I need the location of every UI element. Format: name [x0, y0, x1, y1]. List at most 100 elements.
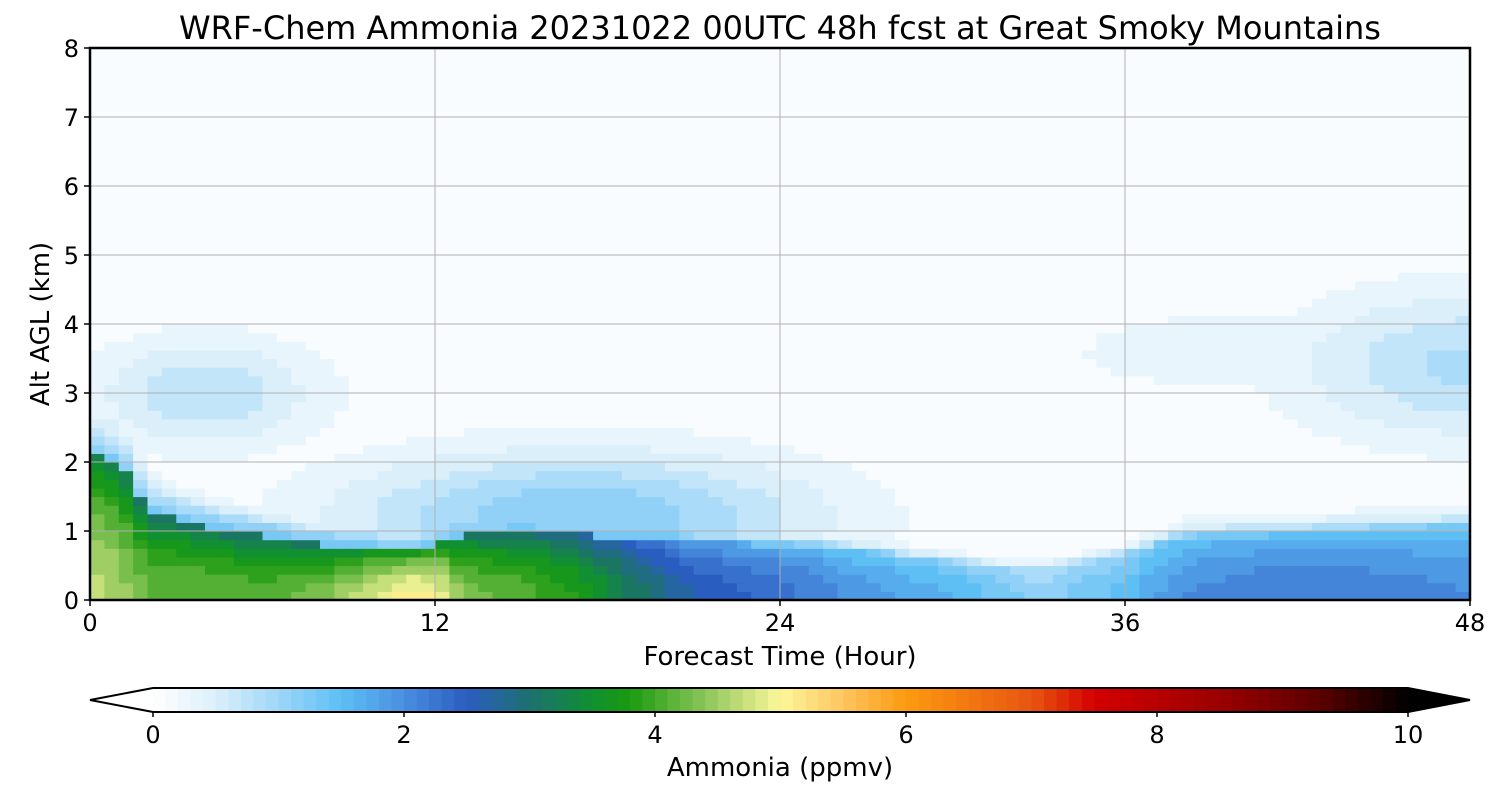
contour-cell [219, 539, 235, 549]
contour-cell [449, 306, 465, 316]
contour-cell [607, 82, 623, 92]
contour-cell [736, 393, 752, 403]
contour-cell [679, 367, 695, 377]
contour-cell [679, 332, 695, 342]
contour-cell [909, 82, 925, 92]
contour-cell [665, 487, 680, 498]
contour-cell [435, 384, 450, 394]
contour-cell [593, 177, 609, 187]
contour-cell [593, 505, 609, 515]
contour-cell [291, 539, 307, 549]
contour-cell [205, 401, 220, 411]
contour-cell [952, 574, 968, 584]
contour-cell [435, 341, 450, 351]
contour-cell [478, 306, 494, 316]
contour-cell [665, 99, 680, 109]
contour-cell [176, 142, 192, 153]
contour-cell [1038, 306, 1054, 316]
contour-cell [420, 470, 436, 480]
contour-cell [621, 203, 637, 213]
contour-cell [1110, 298, 1126, 308]
contour-cell [391, 539, 407, 549]
contour-cell [233, 505, 249, 515]
contour-cell [233, 289, 249, 299]
contour-cell [564, 298, 580, 308]
contour-cell [665, 401, 680, 411]
contour-cell [90, 531, 105, 541]
contour-cell [334, 229, 350, 239]
contour-cell [708, 255, 724, 265]
contour-cell [780, 574, 795, 584]
contour-cell [909, 194, 925, 204]
contour-cell [1168, 272, 1184, 282]
contour-cell [348, 315, 364, 325]
contour-cell [521, 574, 537, 584]
contour-cell [506, 280, 522, 291]
contour-cell [751, 513, 767, 523]
contour-cell [880, 220, 896, 230]
contour-cell [104, 186, 120, 196]
contour-cell [320, 289, 335, 299]
contour-cell [952, 531, 968, 541]
contour-cell [780, 315, 795, 325]
contour-cell [693, 211, 709, 222]
contour-cell [564, 56, 580, 66]
contour-cell [363, 56, 379, 66]
contour-cell [1139, 367, 1155, 377]
contour-cell [391, 418, 407, 429]
contour-cell [823, 444, 839, 454]
contour-cell [233, 142, 249, 153]
contour-cell [650, 470, 666, 480]
contour-cell [1168, 565, 1184, 575]
contour-cell [1010, 48, 1025, 58]
contour-cell [492, 177, 508, 187]
contour-cell [205, 168, 220, 178]
contour-cell [233, 436, 249, 446]
contour-cell [780, 418, 795, 429]
contour-cell [1139, 237, 1155, 247]
contour-cell [305, 272, 321, 282]
contour-cell [708, 462, 724, 472]
contour-cell [780, 479, 795, 489]
contour-cell [262, 203, 278, 213]
contour-cell [1024, 203, 1040, 213]
contour-cell [679, 263, 695, 273]
contour-cell [1153, 263, 1169, 273]
contour-cell [104, 539, 120, 549]
contour-cell [291, 73, 307, 84]
contour-cell [1110, 522, 1126, 532]
contour-cell [377, 194, 393, 204]
contour-cell [708, 203, 724, 213]
contour-cell [363, 82, 379, 92]
contour-cell [233, 462, 249, 472]
contour-cell [665, 556, 680, 567]
contour-cell [679, 108, 695, 118]
contour-cell [1067, 263, 1083, 273]
contour-cell [463, 151, 479, 161]
contour-cell [161, 479, 177, 489]
contour-cell [550, 444, 565, 454]
contour-cell [794, 556, 810, 567]
contour-cell [808, 306, 824, 316]
contour-cell [521, 246, 537, 256]
contour-cell [1081, 246, 1097, 256]
contour-cell [363, 324, 379, 334]
contour-cell [578, 522, 594, 532]
contour-cell [1125, 142, 1140, 153]
contour-cell [693, 134, 709, 144]
contour-cell [391, 427, 407, 437]
contour-cell [1010, 194, 1025, 204]
contour-cell [363, 151, 379, 161]
contour-cell [751, 255, 767, 265]
contour-cell [909, 324, 925, 334]
contour-cell [607, 565, 623, 575]
contour-cell [104, 306, 120, 316]
contour-cell [248, 401, 264, 411]
contour-cell [780, 272, 795, 282]
contour-cell [923, 203, 939, 213]
contour-cell [938, 73, 954, 84]
contour-cell [147, 73, 163, 84]
contour-cell [1081, 358, 1097, 368]
contour-cell [1153, 470, 1169, 480]
contour-cell [1096, 306, 1112, 316]
